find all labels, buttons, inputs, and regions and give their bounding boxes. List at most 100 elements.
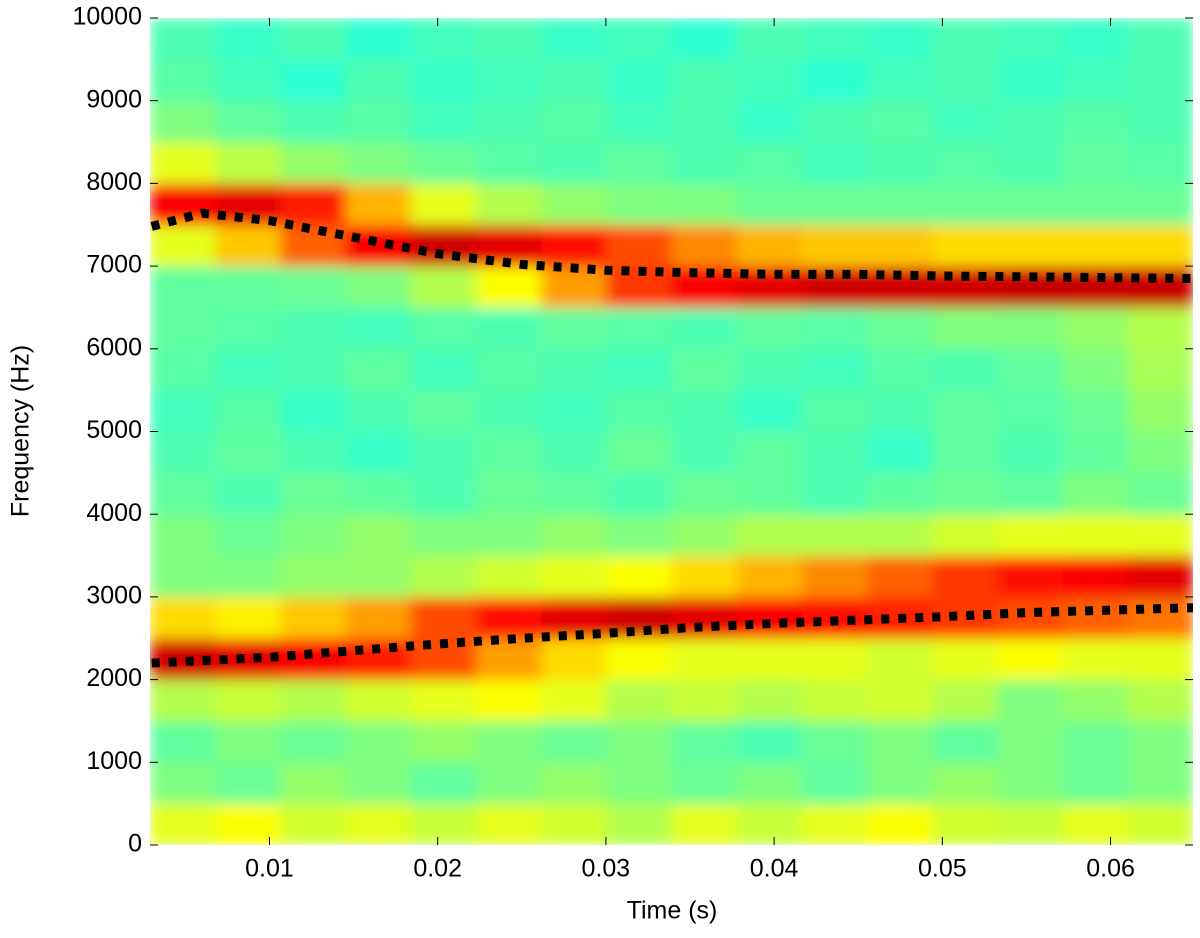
heat-cell (345, 224, 412, 267)
heat-cell (410, 472, 477, 515)
heat-cell (215, 679, 281, 722)
heat-cell (867, 762, 933, 805)
heat-cell (345, 18, 412, 60)
heat-cell (280, 472, 347, 515)
heat-cell (541, 18, 607, 60)
x-tick-label: 0.03 (582, 855, 631, 883)
heat-cell (280, 514, 347, 557)
heat-cell (1062, 142, 1129, 184)
heat-cell (1127, 638, 1193, 681)
heat-cell (280, 142, 347, 184)
heat-cell (671, 348, 738, 391)
heat-cell (475, 183, 542, 226)
track-line (150, 208, 1193, 283)
heat-cell (280, 555, 347, 598)
heat-cell (215, 142, 281, 184)
heat-cell (475, 596, 542, 639)
heat-cell (736, 224, 803, 267)
heat-cell (345, 431, 412, 474)
heat-cell (410, 307, 477, 350)
heat-cell (345, 59, 412, 102)
y-tick-label: 0 (128, 830, 142, 858)
heat-cell (932, 224, 998, 267)
heat-cell (1062, 307, 1129, 350)
heat-cell (475, 720, 542, 763)
heat-cell (410, 348, 477, 391)
heat-cell (280, 183, 347, 226)
heatmap-cells (150, 18, 1193, 845)
heat-cell (280, 679, 347, 722)
heat-cell (671, 431, 738, 474)
heat-cell (736, 307, 803, 350)
heat-cell (867, 183, 933, 226)
heat-cell (345, 266, 412, 308)
heat-cell (997, 142, 1064, 184)
y-tick-label: 6000 (86, 333, 142, 361)
heat-cell (280, 431, 347, 474)
heat-cell (932, 803, 998, 845)
y-tick-label: 3000 (86, 582, 142, 610)
heat-cell (475, 348, 542, 391)
heat-cell (932, 307, 998, 350)
heat-cell (150, 720, 216, 763)
heat-cell (801, 18, 868, 60)
heat-cell (932, 679, 998, 722)
heat-cell (1062, 555, 1129, 598)
heat-cell (736, 679, 803, 722)
heat-cell (932, 472, 998, 515)
heat-cell (801, 348, 868, 391)
heat-cell (410, 431, 477, 474)
heat-cell (736, 18, 803, 60)
x-tick-label: 0.01 (245, 855, 294, 883)
x-tick-label: 0.05 (918, 855, 967, 883)
heat-cell (541, 142, 607, 184)
heat-cell (1127, 18, 1193, 60)
heat-cell (736, 514, 803, 557)
heat-cell (867, 224, 933, 267)
heat-cell (736, 142, 803, 184)
heat-cell (606, 390, 672, 432)
heat-cell (410, 266, 477, 308)
heat-cell (215, 390, 281, 432)
y-tick-label: 8000 (86, 168, 142, 196)
heat-cell (736, 390, 803, 432)
heat-cell (1062, 266, 1129, 308)
heat-cell (1062, 431, 1129, 474)
heat-cell (1127, 224, 1193, 267)
heat-cell (801, 514, 868, 557)
heat-cell (671, 18, 738, 60)
heat-cell (280, 59, 347, 102)
x-tick-label: 0.02 (413, 855, 462, 883)
heat-cell (801, 472, 868, 515)
heat-cell (1127, 555, 1193, 598)
heat-cell (410, 803, 477, 845)
heat-cell (867, 555, 933, 598)
heat-cell (997, 514, 1064, 557)
heat-cell (606, 59, 672, 102)
heat-cell (801, 762, 868, 805)
heat-cell (932, 555, 998, 598)
heat-cell (345, 803, 412, 845)
heat-cell (410, 59, 477, 102)
heat-cell (410, 390, 477, 432)
heat-cell (541, 762, 607, 805)
heat-cell (541, 638, 607, 681)
heat-cell (801, 59, 868, 102)
heat-cell (736, 638, 803, 681)
heat-cell (541, 472, 607, 515)
heat-cell (280, 348, 347, 391)
heat-cell (1062, 18, 1129, 60)
heat-cell (280, 390, 347, 432)
heat-cell (1127, 762, 1193, 805)
heat-cell (1062, 679, 1129, 722)
heat-cell (801, 679, 868, 722)
heat-cell (475, 390, 542, 432)
heat-cell (475, 142, 542, 184)
heat-cell (410, 720, 477, 763)
heat-cell (1062, 514, 1129, 557)
heat-cell (345, 100, 412, 143)
heat-cell (345, 762, 412, 805)
heat-cell (997, 307, 1064, 350)
heat-cell (1062, 183, 1129, 226)
